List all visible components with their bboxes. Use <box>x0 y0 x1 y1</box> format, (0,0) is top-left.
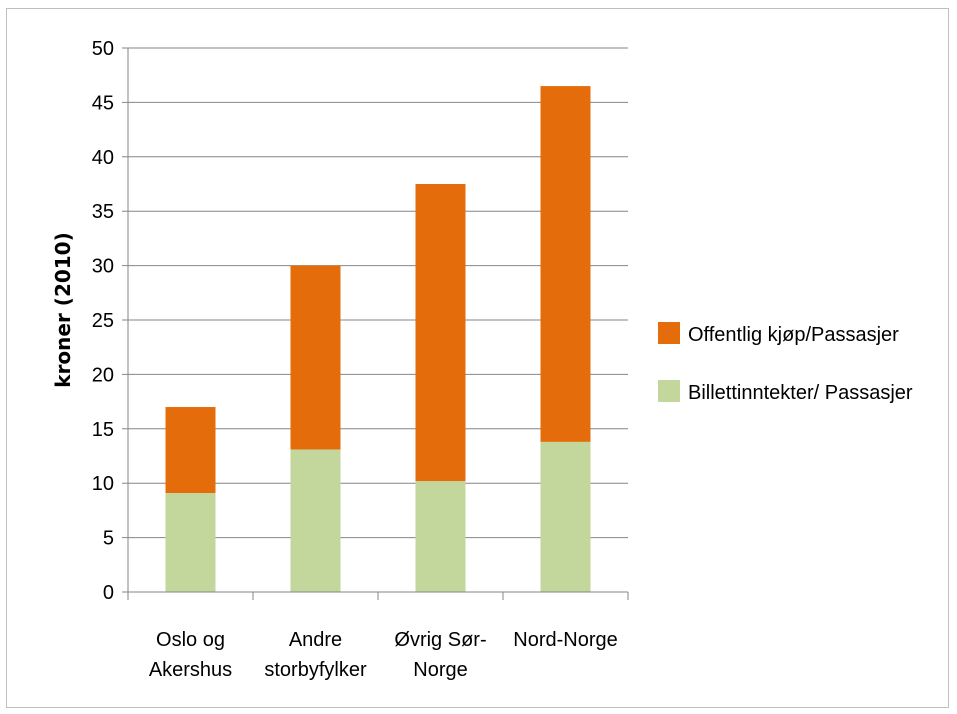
legend-label: Offentlig kjøp/Passasjer <box>688 324 899 346</box>
y-tick-label: 45 <box>92 92 114 114</box>
x-category-label: Øvrig Sør- <box>394 629 486 651</box>
x-category-label: Norge <box>413 659 467 681</box>
y-tick-label: 5 <box>103 528 114 550</box>
x-category-label: storbyfylker <box>264 659 367 681</box>
bar-segment <box>165 492 216 592</box>
y-tick-label: 20 <box>92 364 114 386</box>
legend: Offentlig kjøp/Passasjer Billettinntekter… <box>658 322 913 404</box>
y-tick-label: 0 <box>103 582 114 604</box>
y-tick-labels: 0 5 10 15 20 25 30 35 40 45 50 <box>92 38 114 604</box>
legend-label: Billettinntekter/ Passasjer <box>688 382 913 404</box>
y-axis-label: kroner (2010) <box>51 232 75 387</box>
bar-segment <box>415 481 466 592</box>
bar-segment <box>540 86 591 442</box>
y-tick-label: 40 <box>92 147 114 169</box>
legend-swatch <box>658 380 680 402</box>
chart-frame <box>6 8 949 708</box>
legend-swatch <box>658 322 680 344</box>
bar-segment <box>165 407 216 493</box>
x-category-label: Akershus <box>149 659 232 681</box>
y-tick-label: 10 <box>92 473 114 495</box>
y-tick-label: 35 <box>92 201 114 223</box>
bar-segment <box>290 265 341 450</box>
y-tick-label: 50 <box>92 38 114 60</box>
x-category-label: Nord-Norge <box>513 629 617 651</box>
y-tick-label: 25 <box>92 310 114 332</box>
bar-segment <box>415 184 466 482</box>
bar-segment <box>540 441 591 592</box>
x-category-label: Oslo og <box>156 629 225 651</box>
bar-segment <box>290 449 341 592</box>
y-tick-label: 15 <box>92 419 114 441</box>
x-category-label: Andre <box>289 629 342 651</box>
x-category-labels: Oslo og Akershus Andre storbyfylker Øvrig Sø… <box>149 629 618 681</box>
bars <box>165 86 591 592</box>
y-tick-label: 30 <box>92 256 114 278</box>
axes <box>127 48 629 600</box>
